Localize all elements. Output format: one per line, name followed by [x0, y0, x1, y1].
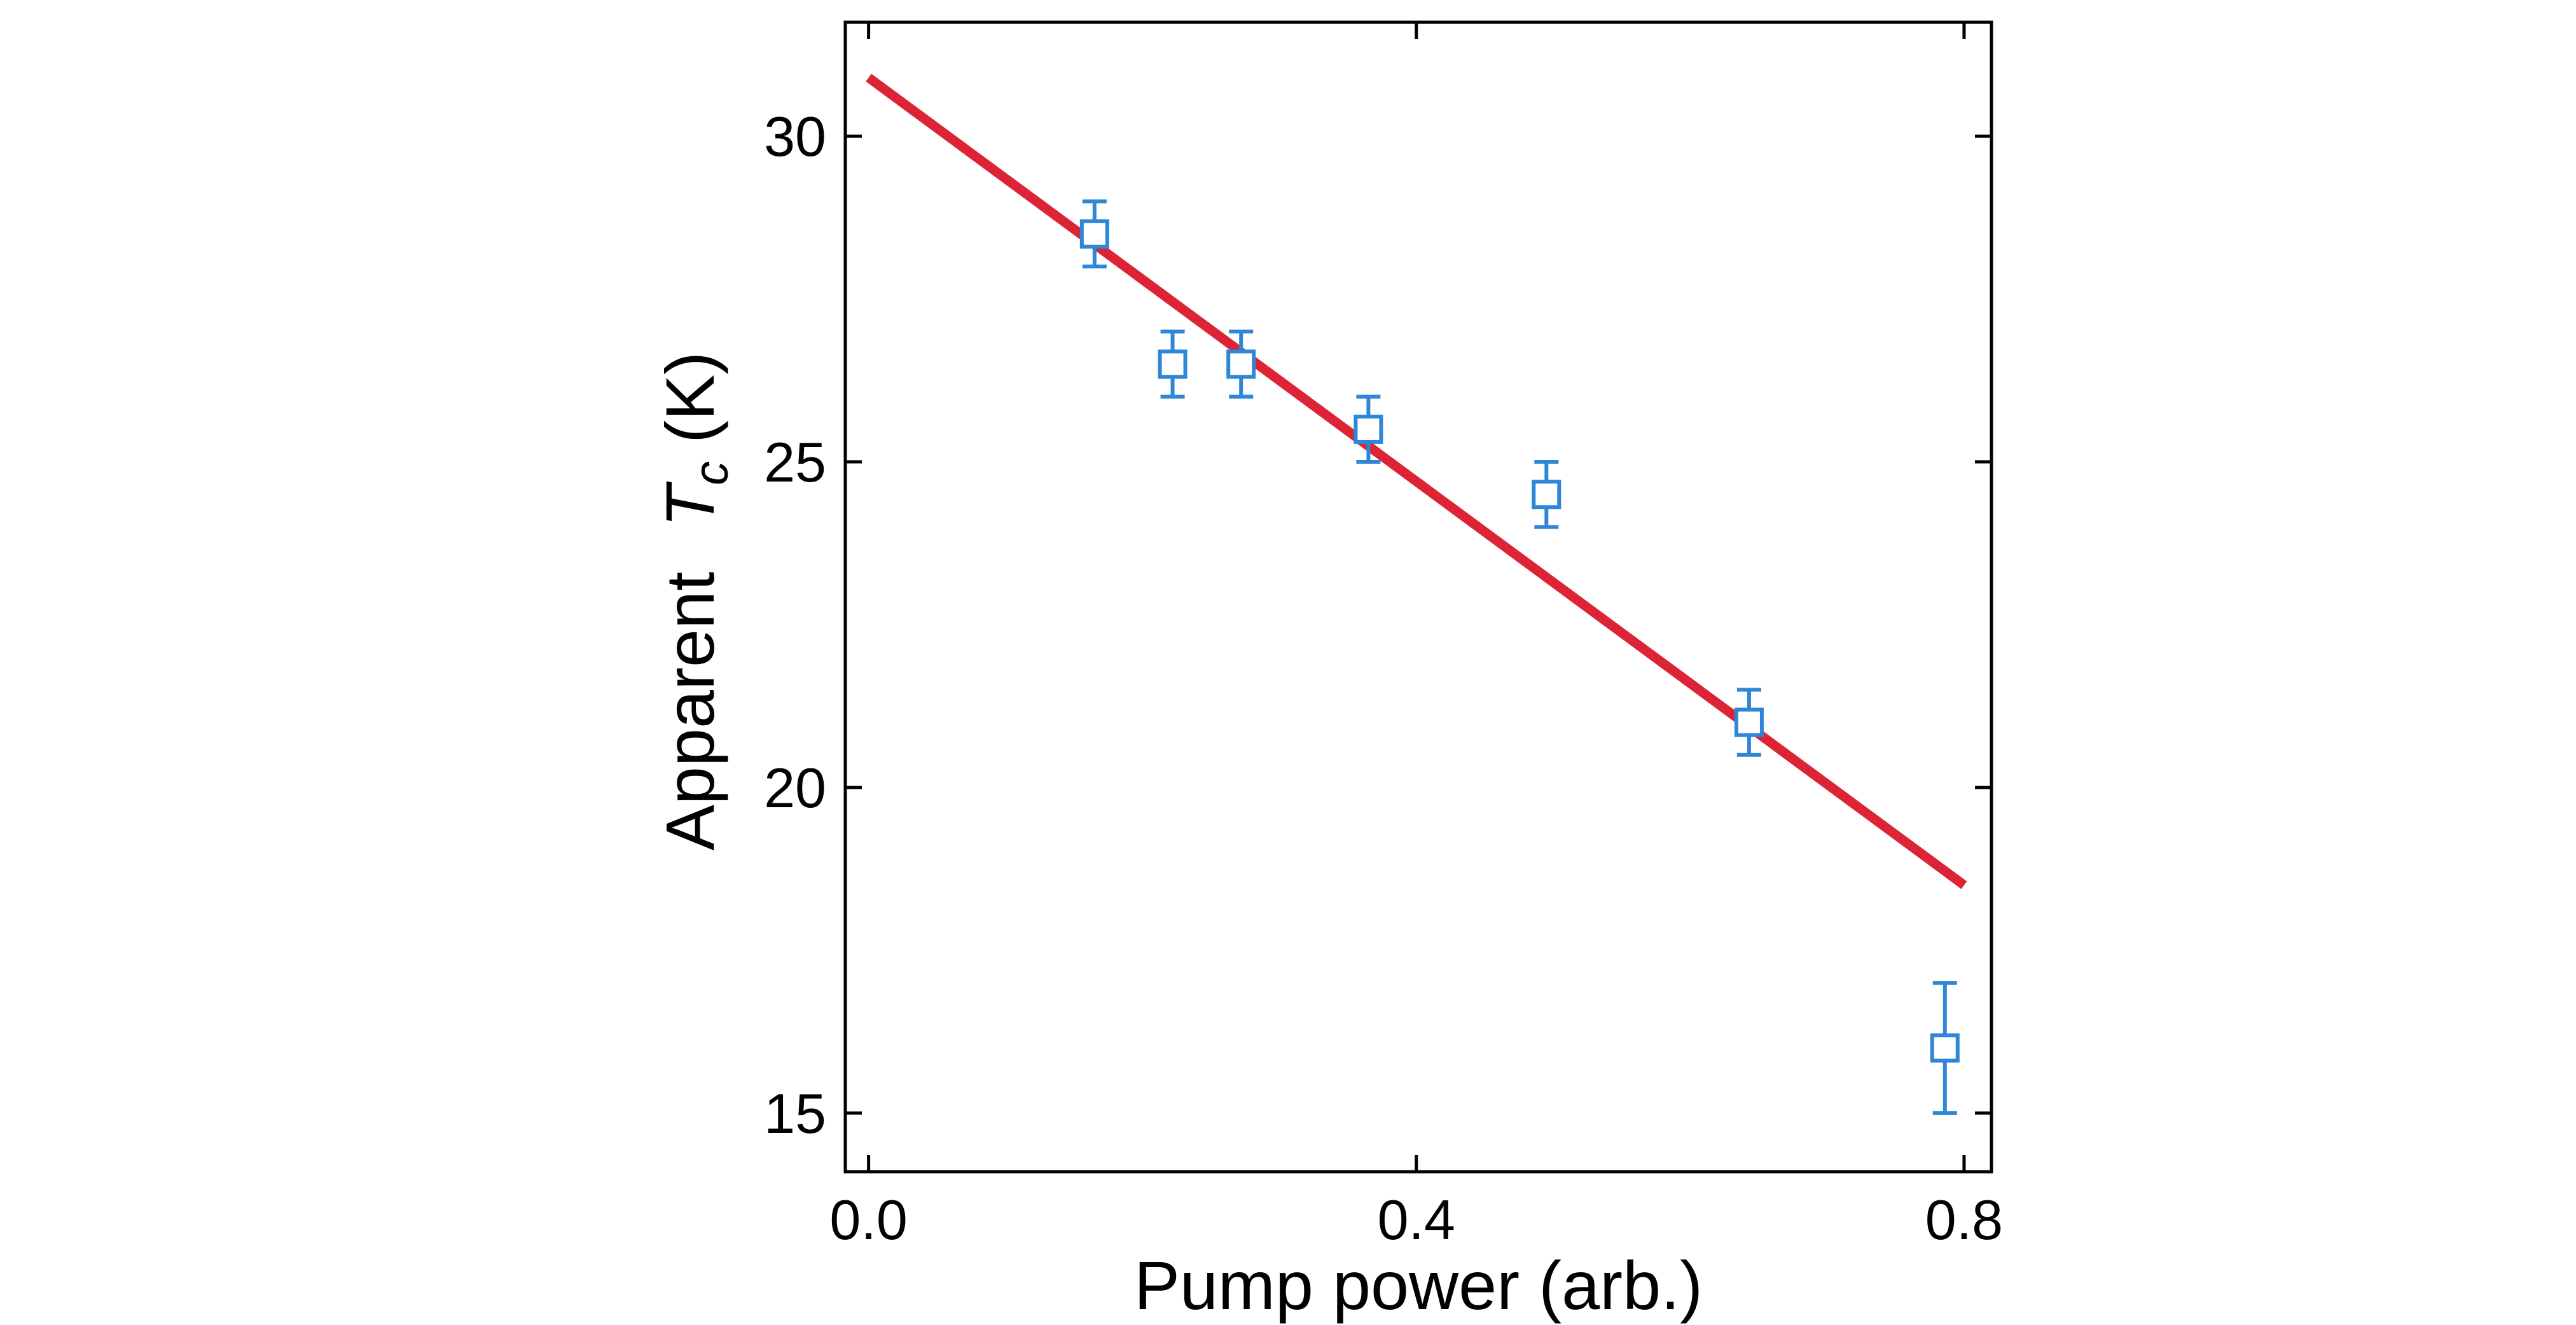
square-marker [1354, 414, 1383, 444]
x-axis-ticks: 0.0 0.4 0.8 [829, 22, 2003, 1251]
y-axis-title-subscript: c [684, 461, 738, 485]
data-points-layer [1079, 199, 1960, 1115]
fit-line [866, 73, 1967, 889]
y-axis-ticks: 15 20 25 30 [764, 105, 1991, 1145]
data-point [1158, 330, 1188, 399]
fit-line-layer [866, 73, 1967, 889]
square-marker [1734, 707, 1764, 737]
square-marker [1158, 349, 1188, 379]
plot-frame [843, 20, 1993, 1174]
x-axis-title: Pump power (arb.) [1134, 1247, 1703, 1324]
y-axis-title-prefix: Apparent [651, 572, 728, 850]
data-point [1079, 199, 1109, 268]
data-point [1532, 460, 1562, 529]
data-point [1930, 981, 1960, 1115]
data-point [1226, 330, 1256, 399]
data-point [1354, 394, 1383, 464]
x-tick-label: 0.4 [1378, 1188, 1455, 1251]
square-marker [1930, 1033, 1960, 1063]
y-tick-label: 30 [764, 105, 826, 168]
square-marker [1079, 219, 1109, 249]
square-marker [1532, 480, 1562, 510]
x-tick-label: 0.8 [1925, 1188, 2003, 1251]
square-marker [1226, 349, 1256, 379]
y-axis-title: Apparent Tc (K) [651, 352, 738, 850]
data-point [1734, 688, 1764, 757]
y-tick-label: 15 [764, 1082, 826, 1145]
y-axis-title-symbol: T [651, 481, 728, 527]
y-tick-label: 25 [764, 431, 826, 494]
y-axis-title-unit: (K) [651, 352, 728, 443]
y-tick-label: 20 [764, 756, 826, 819]
x-tick-label: 0.0 [829, 1188, 907, 1251]
